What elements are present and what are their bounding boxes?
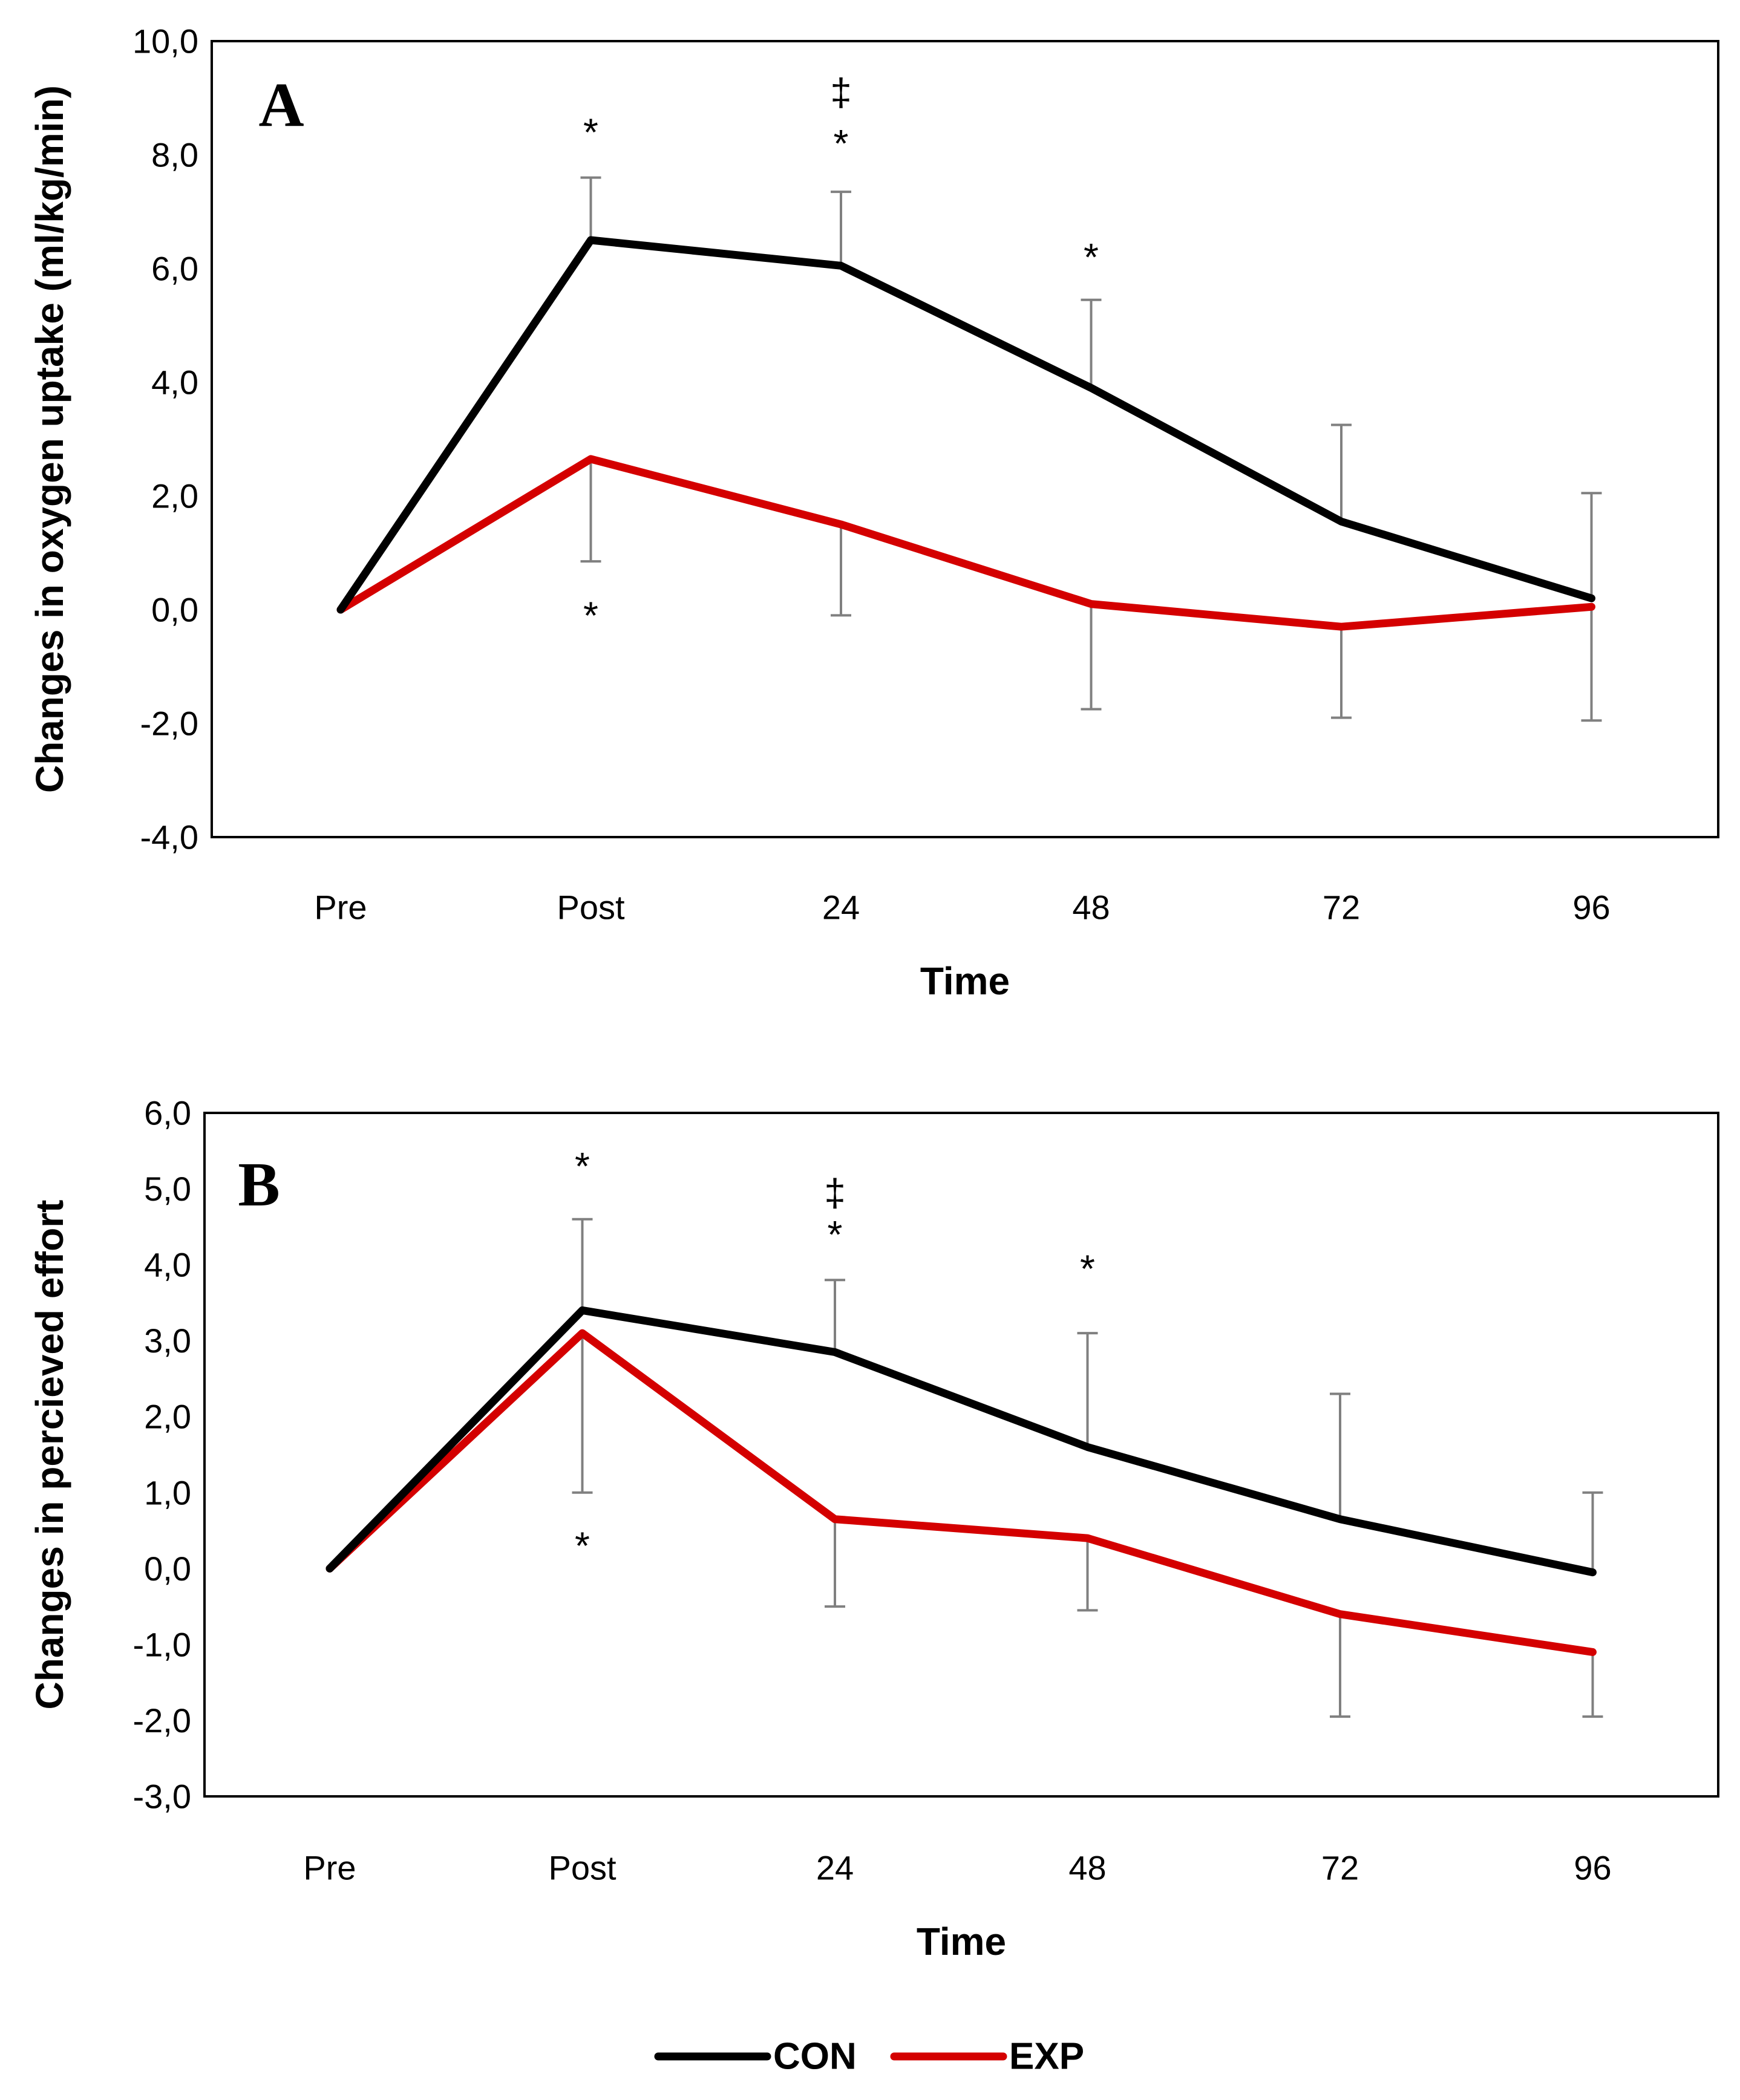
y-tick-label: 2,0 [144, 1398, 191, 1436]
plot-area [203, 1112, 1719, 1798]
y-tick-label: -2,0 [133, 1701, 192, 1740]
legend-label-con: CON [773, 2036, 857, 2078]
significance-marker: * [583, 593, 598, 637]
series-line-con [336, 236, 1595, 614]
x-tick-label: Post [557, 889, 624, 927]
x-axis-title: Time [917, 1920, 1006, 1963]
significance-marker: ‡ [830, 71, 852, 114]
y-tick-label: -4,0 [140, 818, 199, 856]
y-tick-label: 6,0 [144, 1094, 191, 1132]
significance-marker: * [1080, 1247, 1095, 1290]
x-tick-label: 24 [822, 889, 860, 927]
y-tick-label: 0,0 [151, 591, 198, 629]
y-tick-label: -3,0 [133, 1778, 192, 1816]
y-tick-label: 8,0 [151, 136, 198, 174]
y-tick-label: 6,0 [151, 250, 198, 288]
series-line-con [325, 1306, 1597, 1577]
series-line-exp [325, 1329, 1597, 1656]
x-tick-label: Pre [303, 1849, 356, 1887]
plot-area [211, 40, 1719, 838]
x-tick-label: 96 [1572, 889, 1610, 927]
significance-marker: * [834, 122, 849, 165]
y-tick-label: 3,0 [144, 1322, 191, 1360]
x-tick-label: 24 [816, 1849, 854, 1887]
significance-marker: * [1084, 235, 1099, 279]
y-tick-label: -2,0 [140, 705, 199, 743]
x-tick-label: 48 [1072, 889, 1110, 927]
significance-marker: * [583, 110, 598, 154]
y-tick-label: 1,0 [144, 1473, 191, 1511]
x-tick-label: 96 [1574, 1849, 1611, 1887]
series-line-exp [336, 455, 1595, 631]
y-tick-label: 4,0 [144, 1246, 191, 1284]
significance-marker: * [828, 1213, 843, 1256]
significance-marker: * [575, 1524, 590, 1568]
legend-label-exp: EXP [1009, 2036, 1084, 2078]
y-tick-label: -1,0 [133, 1625, 192, 1663]
x-tick-label: Pre [314, 889, 367, 927]
x-tick-label: 48 [1068, 1849, 1106, 1887]
y-axis-title: Changes in percieved effort [28, 1200, 71, 1710]
panel-label: B [238, 1150, 280, 1219]
x-tick-label: 72 [1321, 1849, 1359, 1887]
panel-label: A [258, 70, 304, 140]
y-tick-label: 5,0 [144, 1170, 191, 1208]
x-tick-label: 72 [1323, 889, 1360, 927]
y-tick-label: 2,0 [151, 477, 198, 515]
x-tick-label: Post [548, 1849, 616, 1887]
panel-b: -3,0 -2,0 -1,0 0,0 1,0 2,0 3,0 4,0 5,0 6,0 Pre Post… [28, 1094, 1719, 1963]
y-tick-label: 0,0 [144, 1550, 191, 1588]
panel-a: -4,0 -2,0 0,0 2,0 4,0 6,0 8,0 10,0 Pre Post 24 48 72… [28, 22, 1719, 1003]
legend: CON EXP [654, 2036, 1084, 2078]
significance-marker: ‡ [824, 1171, 846, 1215]
x-axis-title: Time [920, 959, 1010, 1003]
significance-marker: * [575, 1144, 590, 1188]
y-tick-label: 4,0 [151, 364, 198, 402]
y-tick-label: 10,0 [132, 22, 198, 60]
y-axis-title: Changes in oxygen uptake (ml/kg/min) [28, 85, 71, 793]
